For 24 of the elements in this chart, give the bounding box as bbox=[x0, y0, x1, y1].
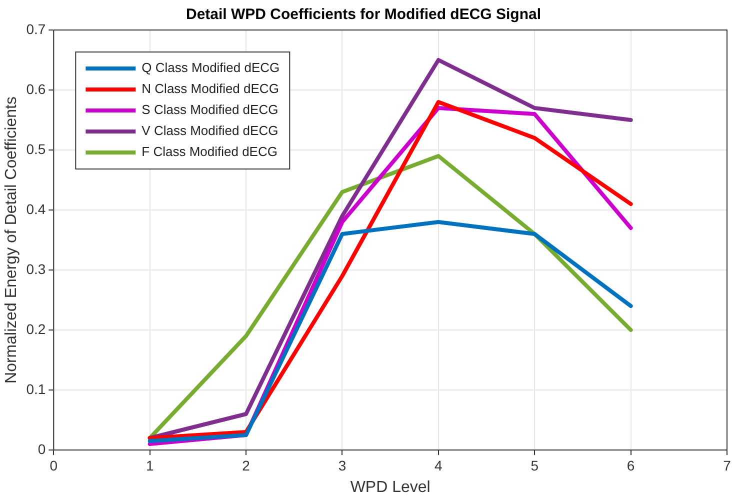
legend-label: S Class Modified dECG bbox=[142, 102, 278, 118]
x-tick-label: 5 bbox=[530, 457, 539, 474]
y-tick-label: 0.5 bbox=[26, 140, 46, 157]
y-tick-label: 0.2 bbox=[26, 320, 46, 337]
legend-label: F Class Modified dECG bbox=[142, 144, 278, 160]
chart-title: Detail WPD Coefficients for Modified dECG Signal bbox=[186, 6, 542, 24]
y-axis-title: Normalized Energy of Detail Coefficients bbox=[3, 96, 20, 384]
x-tick-label: 2 bbox=[242, 457, 250, 474]
x-tick-label: 0 bbox=[50, 457, 58, 474]
legend-label: V Class Modified dECG bbox=[142, 123, 278, 138]
x-tick-label: 6 bbox=[626, 457, 635, 474]
x-tick-label: 1 bbox=[146, 457, 154, 474]
x-tick-label: 3 bbox=[338, 457, 346, 474]
x-axis-title: WPD Level bbox=[350, 478, 430, 496]
y-tick-label: 0 bbox=[38, 440, 46, 457]
legend-label: N Class Modified dECG bbox=[142, 81, 279, 96]
x-tick-label: 4 bbox=[434, 457, 443, 474]
y-tick-label: 0.4 bbox=[26, 200, 46, 217]
y-tick-label: 0.1 bbox=[26, 380, 46, 397]
y-tick-label: 0.6 bbox=[26, 80, 46, 97]
x-tick-label: 7 bbox=[723, 457, 732, 474]
legend-label: Q Class Modified dECG bbox=[142, 60, 280, 76]
y-tick-label: 0.3 bbox=[26, 260, 46, 277]
y-tick-label: 0.7 bbox=[26, 20, 46, 37]
